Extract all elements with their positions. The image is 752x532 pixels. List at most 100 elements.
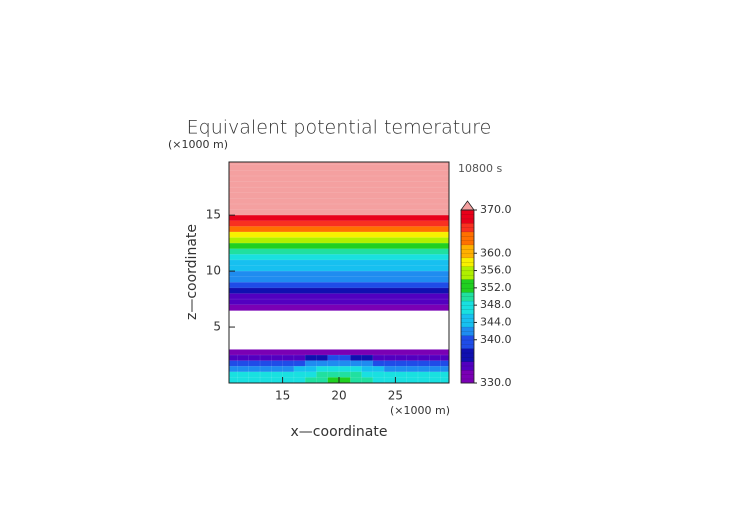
field-row xyxy=(229,298,449,306)
field-row xyxy=(229,349,449,356)
field-cell xyxy=(327,360,340,367)
field-cell xyxy=(248,360,261,367)
field-cell xyxy=(395,365,408,373)
colorbar-band xyxy=(460,296,475,302)
field-cell xyxy=(271,354,284,362)
field-cell xyxy=(406,371,419,379)
y-axis-title: z—coordinate xyxy=(184,224,200,320)
field-cell xyxy=(440,365,449,373)
field-cell xyxy=(316,360,329,367)
field-cell xyxy=(440,371,449,379)
colorbar-band xyxy=(460,352,475,358)
x-tick-label: 25 xyxy=(388,389,403,403)
field-row xyxy=(229,226,449,233)
field-cell xyxy=(395,354,408,362)
field-cell xyxy=(229,365,239,373)
field-cell xyxy=(406,360,419,367)
field-cell xyxy=(350,365,363,373)
field-row xyxy=(229,304,449,311)
colorbar-band xyxy=(460,343,475,349)
x-axis-title: x—coordinate xyxy=(291,424,388,440)
colorbar-band xyxy=(460,266,475,272)
field-row xyxy=(229,220,449,227)
y-tick-label: 10 xyxy=(206,264,221,278)
colorbar-tick-label: 352.0 xyxy=(480,281,512,294)
colorbar-band xyxy=(460,270,475,276)
field-cell xyxy=(372,371,385,379)
field-row xyxy=(229,276,449,283)
field-row xyxy=(229,265,449,272)
field-cell xyxy=(293,371,306,379)
colorbar-band xyxy=(460,209,475,215)
colorbar-frame xyxy=(460,209,475,384)
field-row xyxy=(229,170,449,177)
colorbar-band xyxy=(460,253,475,259)
y-unit: (×1000 m) xyxy=(168,138,228,151)
colorbar-over xyxy=(460,200,475,211)
time-label: 10800 s xyxy=(458,162,502,175)
field-cell xyxy=(304,365,318,373)
field-row xyxy=(229,209,449,216)
field-cell xyxy=(406,354,419,362)
field-cell xyxy=(395,360,408,367)
field-row xyxy=(229,270,449,278)
colorbar-tick-label: 370.0 xyxy=(480,203,512,216)
colorbar-band xyxy=(460,309,475,315)
field-cell xyxy=(304,360,318,367)
colorbar-band xyxy=(460,244,475,250)
colorbar-band xyxy=(460,313,475,319)
field-cell xyxy=(327,354,340,362)
colorbar-band xyxy=(460,287,475,293)
colorbar-band xyxy=(460,365,475,371)
field-cell xyxy=(237,354,250,362)
field-cell xyxy=(293,360,306,367)
field-cell xyxy=(293,354,306,362)
field-cell xyxy=(361,371,374,379)
field-cell xyxy=(229,354,239,362)
field-row xyxy=(229,214,449,222)
x-tick-label: 20 xyxy=(331,389,346,403)
field-cell xyxy=(282,365,295,373)
colorbar-band xyxy=(460,300,475,306)
field-cell xyxy=(350,360,363,367)
field-row xyxy=(229,248,449,255)
field-row xyxy=(229,237,449,244)
field-cell xyxy=(316,365,329,373)
colorbar-band xyxy=(460,248,475,254)
field-cell xyxy=(271,360,284,367)
colorbar-band xyxy=(460,291,475,297)
field-cell xyxy=(338,371,351,379)
colorbar-tick-label: 356.0 xyxy=(480,264,512,277)
colorbar-band xyxy=(460,279,475,285)
colorbar-band xyxy=(460,304,475,310)
field-cell xyxy=(282,371,295,379)
field-cell xyxy=(429,371,442,379)
field-cell xyxy=(259,371,272,379)
colorbar-tick-label: 344.0 xyxy=(480,315,512,328)
field-cell xyxy=(406,365,419,373)
field-row xyxy=(229,186,449,194)
colorbar-band xyxy=(460,322,475,328)
colorbar-band xyxy=(460,274,475,280)
field-cell xyxy=(229,360,239,367)
field-cell xyxy=(338,354,351,362)
colorbar-tick-label: 330.0 xyxy=(480,376,512,389)
field-cell xyxy=(327,365,340,373)
field-cell xyxy=(395,371,408,379)
field-cell xyxy=(338,365,351,373)
colorbar-band xyxy=(460,261,475,267)
field-row xyxy=(229,198,449,205)
field-row xyxy=(229,242,449,250)
field-cell xyxy=(304,354,318,362)
field-cell xyxy=(372,360,385,367)
field-row xyxy=(229,254,449,261)
field-cell xyxy=(248,365,261,373)
field-row xyxy=(229,175,449,183)
colorbar-tick-label: 360.0 xyxy=(480,246,512,259)
colorbar-band xyxy=(460,283,475,289)
field-cell xyxy=(271,371,284,379)
field-cell xyxy=(350,354,363,362)
field-cell xyxy=(316,354,329,362)
field-cell xyxy=(237,360,250,367)
